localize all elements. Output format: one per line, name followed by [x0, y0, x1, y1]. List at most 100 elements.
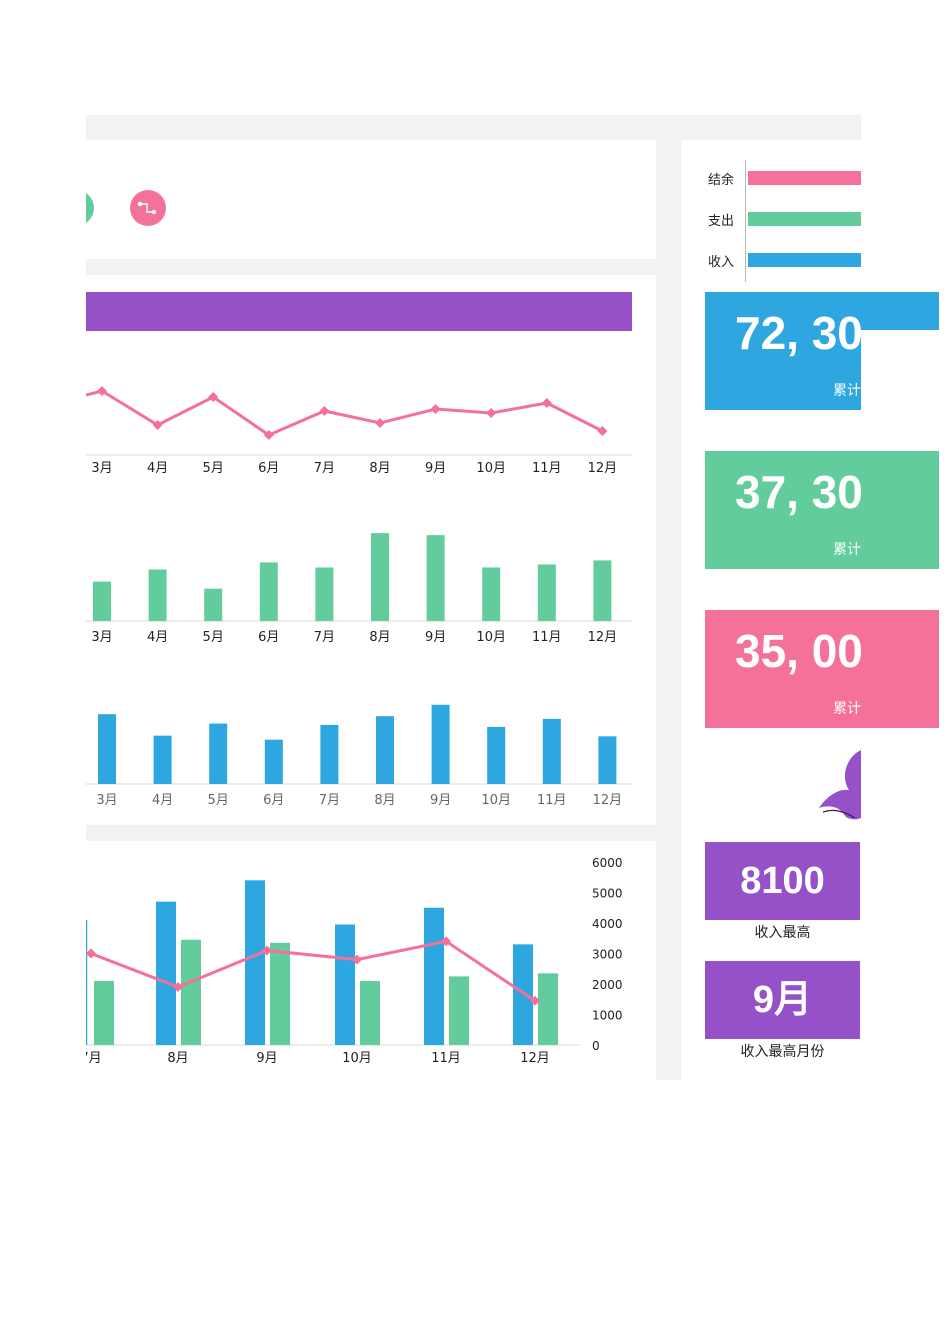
- income-bar: [98, 714, 116, 784]
- expense-bar: [204, 588, 223, 621]
- legend-label-income: 收入: [708, 255, 735, 270]
- share-icon[interactable]: [130, 190, 166, 226]
- income-bar: [264, 739, 283, 784]
- x-tick-label: 8月: [374, 793, 395, 808]
- kpi-balance-value: 35, 00: [735, 625, 861, 677]
- x-tick-label: 6月: [258, 630, 279, 645]
- expense-bar: [426, 535, 445, 621]
- combo-balance-point: [530, 995, 540, 1006]
- combo-income-bar: [156, 901, 176, 1045]
- x-tick-label: 4月: [147, 630, 168, 645]
- x-tick-label: 8月: [369, 630, 390, 645]
- stat-max-income-label: 收入最高: [754, 925, 811, 941]
- x-tick-label: 5月: [203, 630, 224, 645]
- balance-point: [263, 430, 274, 440]
- combo-x-tick-label: 11月: [431, 1051, 461, 1066]
- balance-point: [597, 426, 608, 436]
- vertical-gray-divider: [656, 140, 681, 1080]
- combo-expense-bar: [538, 973, 558, 1045]
- top-gray-bar: [86, 115, 861, 140]
- x-tick-label: 8月: [369, 461, 390, 476]
- combo-y-tick-label: 3000: [592, 948, 623, 962]
- kpi-income-value: 72, 30: [735, 307, 861, 359]
- x-tick-label: 5月: [208, 793, 229, 808]
- balance-point: [486, 408, 497, 418]
- x-tick-label: 7月: [314, 630, 335, 645]
- income-bar: [376, 716, 394, 784]
- combo-x-tick-label: 12月: [520, 1051, 550, 1066]
- combo-x-tick-label: 7月: [86, 1051, 102, 1066]
- x-tick-label: 6月: [258, 461, 279, 476]
- kpi-income-label: 累计: [833, 383, 861, 399]
- income-bar: [487, 726, 506, 784]
- combo-balance-line: [90, 939, 536, 1003]
- combo-y-tick-label: 2000: [592, 978, 623, 992]
- combo-income-bar: [513, 944, 533, 1045]
- combo-chart: 7月 8月 9月 10月 11月 12月 0 1000 2000 3000 4000 5000 6000: [86, 856, 623, 1066]
- x-tick-label: 3月: [91, 630, 112, 645]
- expense-bar: [371, 533, 389, 621]
- x-tick-label: 9月: [425, 461, 446, 476]
- x-tick-label: 4月: [152, 793, 173, 808]
- x-tick-label: 4月: [147, 461, 168, 476]
- legend-axis-line: [745, 160, 746, 282]
- income-bar: [431, 704, 450, 784]
- combo-balance-point: [441, 936, 451, 947]
- x-tick-label: 11月: [532, 461, 562, 476]
- expense-bar: [537, 564, 556, 621]
- combo-x-tick-label: 10月: [342, 1051, 372, 1066]
- x-tick-label: 10月: [476, 461, 506, 476]
- combo-y-tick-label: 5000: [592, 887, 623, 901]
- balance-series-line: [86, 389, 604, 437]
- combo-x-tick-label: 9月: [256, 1051, 277, 1066]
- kpi-card-income-ext: [861, 292, 939, 330]
- expense-bar: [93, 581, 111, 621]
- combo-balance-point: [86, 948, 96, 959]
- x-tick-label: 12月: [593, 793, 623, 808]
- charts-divider: [86, 825, 656, 841]
- left-mask: [0, 140, 86, 1140]
- combo-balance-point: [352, 954, 362, 965]
- combo-expense-bar: [360, 980, 380, 1045]
- kpi-card-expense: 37, 30 累计: [705, 451, 861, 569]
- combo-expense-bar: [449, 976, 469, 1045]
- balance-point: [541, 398, 552, 408]
- combo-x-tick-label: 8月: [167, 1051, 188, 1066]
- legend-bar-balance: [748, 171, 861, 185]
- expense-bar: [148, 569, 167, 621]
- stat-max-income-value: 8100: [740, 860, 825, 902]
- balance-point: [430, 404, 441, 414]
- income-bar: [542, 718, 561, 784]
- combo-y-tick-label: 4000: [592, 917, 623, 931]
- x-tick-label: 10月: [476, 630, 506, 645]
- balance-point: [97, 386, 107, 396]
- combo-y-tick-label: 6000: [592, 856, 623, 870]
- balance-point: [152, 420, 163, 430]
- stat-max-month-label: 收入最高月份: [740, 1044, 825, 1060]
- legend-label-expense: 支出: [708, 214, 735, 229]
- combo-balance-point: [262, 945, 272, 956]
- legend-label-balance: 结余: [708, 173, 735, 188]
- x-tick-label: 6月: [263, 793, 284, 808]
- x-tick-label: 10月: [481, 793, 511, 808]
- income-bar: [153, 735, 172, 784]
- expense-bar: [315, 567, 334, 621]
- x-tick-label: 9月: [430, 793, 451, 808]
- combo-income-bar: [424, 907, 444, 1045]
- combo-income-bar: [245, 880, 265, 1045]
- x-tick-label: 11月: [537, 793, 567, 808]
- kpi-balance-label: 累计: [833, 701, 861, 717]
- balance-point: [208, 392, 219, 402]
- kpi-expense-label: 累计: [833, 542, 861, 558]
- purple-decoration-icon: [819, 750, 861, 820]
- x-tick-label: 11月: [532, 630, 562, 645]
- kpi-card-balance-ext: [861, 610, 939, 728]
- combo-income-bar: [335, 924, 355, 1045]
- combo-y-tick-label: 1000: [592, 1009, 623, 1023]
- x-tick-label: 12月: [588, 461, 618, 476]
- expense-bar: [482, 567, 501, 621]
- balance-point: [375, 418, 385, 428]
- x-tick-label: 9月: [425, 630, 446, 645]
- expense-bar: [593, 560, 612, 621]
- combo-expense-bar: [270, 942, 290, 1045]
